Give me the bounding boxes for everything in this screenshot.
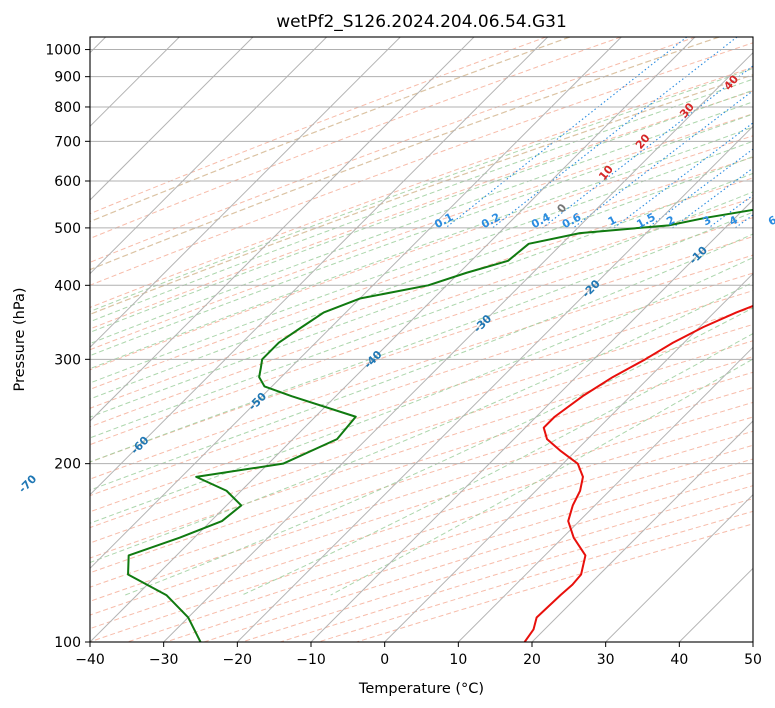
y-axis-title: Pressure (hPa) [12,287,28,391]
x-tick-label: 40 [670,652,688,668]
isotherm-line [310,199,753,642]
isotherm-line [90,37,622,570]
y-tick-label: 200 [54,457,81,473]
dewpoint-profile [127,208,753,642]
y-axis: 100 200 300 400 500 600 700 800 900 1000 [45,43,90,651]
moist-adiabat [90,191,753,439]
x-axis: −40 −30 −20 −10 0 10 20 30 40 50 [75,642,762,668]
y-tick-label: 300 [54,352,81,368]
moist-adiabat [90,257,753,524]
x-tick-label: 30 [597,652,615,668]
x-tick-label: 50 [744,652,762,668]
moist-adiabat [90,89,753,333]
dry-adiabat [90,42,753,286]
isotherm-line [163,51,753,642]
dry-adiabat [90,386,753,602]
x-tick-label: 20 [523,652,541,668]
dry-adiabat [90,340,753,559]
background-lines [90,37,753,642]
moist-adiabat [90,113,753,357]
y-tick-label: 400 [54,278,81,294]
isotherm-line [384,272,753,642]
mixing-ratio-line [572,90,753,229]
isotherm-line [90,37,696,642]
moist-adiabat [90,126,753,370]
mixing-ratio-line [672,167,753,229]
dry-adiabat [90,74,753,315]
isotherm-line [90,37,254,201]
x-axis-title: Temperature (°C) [358,681,484,697]
y-tick-label: 500 [54,221,81,237]
mixing-ratio-line [542,65,753,229]
y-tick-label: 100 [54,635,81,651]
x-tick-label: −10 [296,652,326,668]
dry-adiabat [90,290,753,513]
dry-adiabat [90,156,753,390]
dry-adiabat [90,272,753,497]
isotherm-line [90,37,328,275]
isotherm-line [90,37,401,349]
dry-adiabat [90,37,570,223]
x-tick-label: −20 [223,652,253,668]
mixing-ratio-label: 6 [766,213,775,228]
dry-adiabat [90,371,753,588]
plot-frame [89,36,754,643]
dry-adiabat [90,37,720,271]
y-tick-label: 700 [54,134,81,150]
dry-adiabat [90,177,753,409]
dry-adiabat [90,307,753,529]
x-tick-label: −40 [75,652,105,668]
dry-adiabat [90,113,753,351]
moist-adiabat [124,307,753,596]
dry-adiabat [90,356,753,574]
grid-lines [90,37,753,642]
isotherm-line [90,37,475,422]
x-tick-label: −30 [149,652,179,668]
moist-adiabat [330,358,753,596]
data-lines [127,208,753,642]
isotherm-line [531,420,753,642]
isotherm-line [236,125,753,642]
dry-adiabat [90,323,753,544]
dry-adiabat [90,254,753,480]
moist-adiabat [90,211,753,463]
isotherm-line [90,37,549,496]
x-tick-label: 0 [380,652,389,668]
y-tick-label: 600 [54,174,81,190]
moist-adiabat [90,78,753,323]
moist-adiabat [90,156,753,400]
isotherm-line [605,493,753,642]
temperature-profile [523,304,753,642]
y-tick-label: 900 [54,70,81,86]
y-tick-label: 1000 [45,43,81,59]
dry-adiabat [90,37,622,240]
dry-adiabat [90,66,753,309]
chart-title: wetPf2_S126.2024.204.06.54.G31 [276,12,567,32]
moist-adiabat [90,140,753,384]
isotherm-line [457,346,753,642]
x-tick-label: 10 [449,652,467,668]
moist-adiabat [90,67,753,313]
y-tick-label: 800 [54,100,81,116]
